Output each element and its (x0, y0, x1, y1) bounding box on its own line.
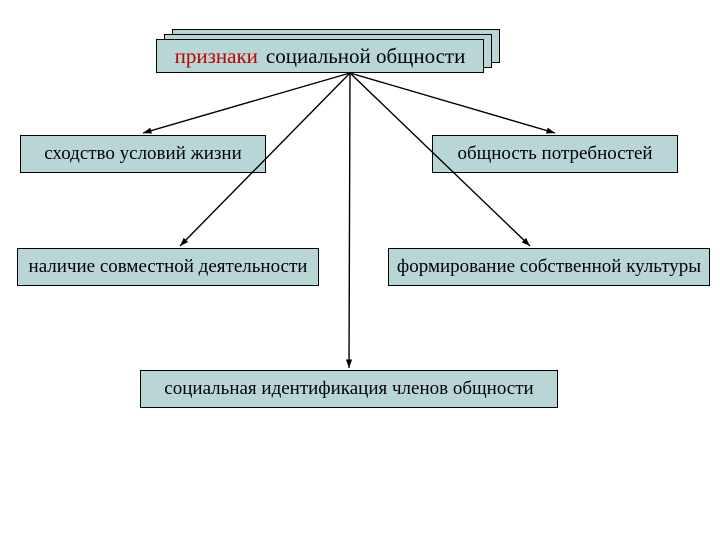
node-label: формирование собственной культуры (397, 256, 701, 278)
node-label: наличие совместной деятельности (29, 256, 308, 278)
node-similarity-conditions: сходство условий жизни (20, 135, 266, 173)
node-joint-activity: наличие совместной деятельности (17, 248, 319, 286)
node-label: социальная идентификация членов общности (164, 378, 533, 400)
node-social-identification: социальная идентификация членов общности (140, 370, 558, 408)
title-accent: признаки (175, 44, 258, 69)
node-label: общность потребностей (457, 143, 652, 165)
node-label: сходство условий жизни (44, 143, 242, 165)
title-rest: социальной общности (266, 44, 465, 69)
title-box: признаки социальной общности (156, 39, 484, 73)
node-own-culture: формирование собственной культуры (388, 248, 710, 286)
node-common-needs: общность потребностей (432, 135, 678, 173)
